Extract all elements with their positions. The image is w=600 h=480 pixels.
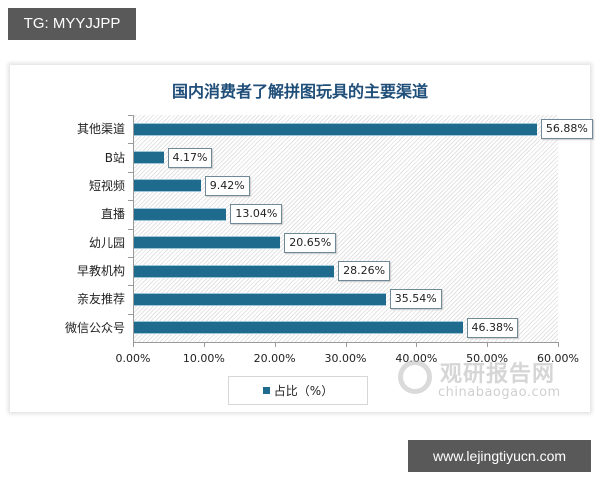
y-tick: [128, 285, 133, 286]
chart-title: 国内消费者了解拼图玩具的主要渠道: [171, 82, 428, 101]
x-tick-label: 20.00%: [253, 352, 296, 365]
value-label: 46.38%: [466, 317, 519, 338]
x-tick: [204, 342, 205, 347]
value-label: 35.54%: [389, 289, 442, 310]
category-label: 其他渠道: [76, 122, 125, 137]
bar: [134, 123, 537, 135]
y-tick: [128, 257, 133, 258]
watermark-name-cn: 观研报告网: [440, 362, 556, 387]
value-label: 20.65%: [284, 232, 337, 253]
x-tick-label: 0.00%: [115, 352, 151, 365]
y-axis: [133, 115, 134, 342]
legend-swatch-icon: [262, 387, 270, 394]
x-tick-label: 10.00%: [182, 352, 225, 365]
category-label: 直播: [100, 207, 125, 222]
category-label: 幼儿园: [88, 235, 125, 250]
y-tick: [128, 200, 133, 201]
legend-label: 占比（%）: [273, 384, 334, 398]
y-tick: [128, 143, 133, 144]
top-tag-overlay: TG: MYYJJPP: [8, 8, 136, 40]
category-label: 短视频: [88, 178, 125, 193]
x-axis: [133, 342, 558, 343]
x-tick-label: 60.00%: [537, 352, 579, 365]
category-label: 亲友推荐: [76, 292, 125, 307]
x-tick: [346, 342, 347, 347]
category-label: 微信公众号: [64, 320, 125, 335]
x-tick: [275, 342, 276, 347]
x-tick: [416, 342, 417, 347]
y-tick: [128, 229, 133, 230]
bar: [134, 152, 164, 164]
y-tick: [128, 115, 133, 116]
watermark-name-en: chinabaogao.com: [438, 385, 561, 400]
x-tick: [487, 342, 488, 347]
bar: [134, 208, 227, 220]
x-tick-label: 50.00%: [466, 352, 509, 365]
x-tick: [558, 342, 559, 347]
bar: [134, 293, 386, 305]
bar: [134, 265, 335, 277]
value-label: 28.26%: [338, 261, 391, 282]
category-label: 早教机构: [76, 264, 125, 279]
x-tick: [133, 342, 134, 347]
legend: 占比（%）: [228, 376, 368, 405]
category-label: B站: [104, 150, 125, 165]
value-label: 13.04%: [230, 204, 283, 225]
y-tick: [128, 314, 133, 315]
chinabaogao-swirl-icon: [398, 360, 432, 394]
bottom-tag-overlay: www.lejingtiyucn.com: [408, 440, 591, 472]
bar: [134, 237, 281, 249]
watermark: 观研报告网 chinabaogao.com: [398, 356, 578, 406]
bar: [134, 322, 463, 334]
value-label: 9.42%: [204, 175, 250, 196]
y-tick: [128, 172, 133, 173]
bar: [134, 180, 201, 192]
value-label: 4.17%: [167, 147, 213, 168]
x-tick-label: 30.00%: [324, 352, 367, 365]
value-label: 56.88%: [540, 119, 593, 140]
